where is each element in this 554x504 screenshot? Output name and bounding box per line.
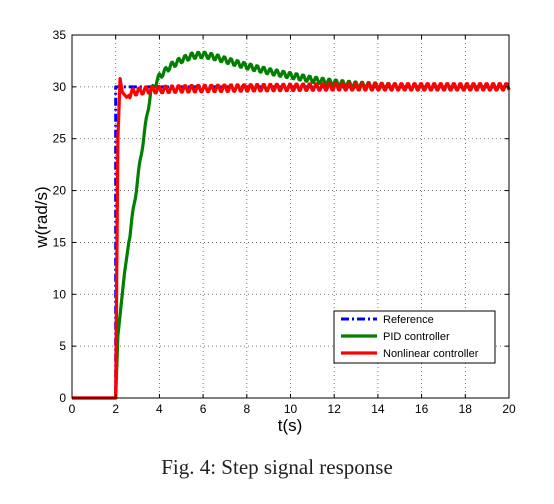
y-tick-label: 10 — [53, 287, 67, 301]
y-tick-label: 30 — [53, 80, 67, 94]
series-line-2 — [72, 76, 511, 400]
x-tick-label: 10 — [284, 402, 298, 416]
x-tick-label: 16 — [415, 402, 429, 416]
axis-ticks: 0 2 4 6 8 10 12 14 16 18 20 0 5 10 15 20 25 30 35 — [53, 28, 516, 416]
y-tick-label: 25 — [53, 132, 67, 146]
y-tick-label: 0 — [59, 391, 66, 405]
legend-label: Nonlinear controller — [383, 348, 479, 360]
y-tick-label: 35 — [53, 28, 67, 42]
figure-caption: Fig. 4: Step signal response — [161, 455, 393, 479]
y-tick-label: 15 — [53, 235, 67, 249]
y-tick-label: 20 — [53, 184, 67, 198]
y-axis-label: w(rad/s) — [32, 186, 51, 248]
x-axis-label: t(s) — [278, 416, 303, 435]
x-tick-label: 12 — [328, 402, 342, 416]
x-tick-label: 20 — [502, 402, 516, 416]
legend-label: Reference — [383, 314, 434, 326]
x-tick-label: 6 — [200, 402, 207, 416]
x-tick-label: 4 — [156, 402, 163, 416]
x-tick-label: 0 — [69, 402, 76, 416]
y-tick-label: 5 — [59, 339, 66, 353]
x-tick-label: 18 — [459, 402, 473, 416]
legend: Reference PID controller Nonlinear control… — [333, 310, 496, 364]
x-tick-label: 14 — [371, 402, 385, 416]
x-tick-label: 2 — [112, 402, 119, 416]
legend-label: PID controller — [383, 331, 450, 343]
x-tick-label: 8 — [243, 402, 250, 416]
step-response-chart: 0 2 4 6 8 10 12 14 16 18 20 0 5 10 15 20 25 30 35 t(s) w(r… — [32, 28, 516, 435]
